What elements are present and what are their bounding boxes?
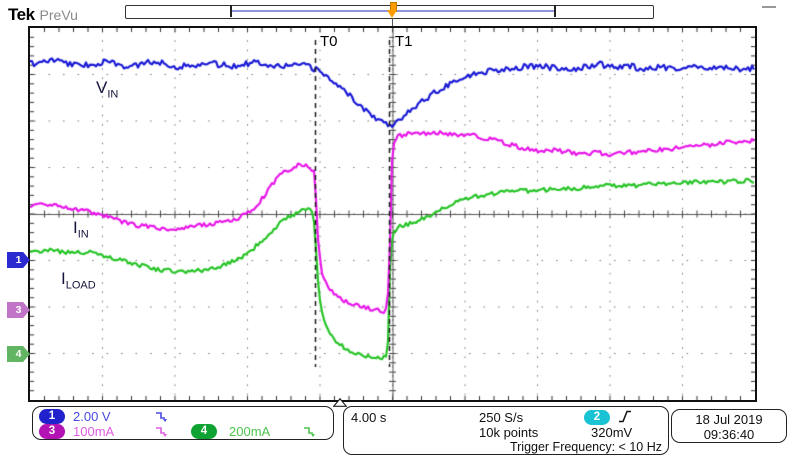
ch4-scale: 200mA bbox=[229, 424, 271, 439]
trigger-frequency: Trigger Frequency: < 10 Hz bbox=[509, 440, 662, 454]
ch1-badge: 1 bbox=[39, 409, 65, 424]
ch4-bandwidth-icon bbox=[304, 427, 315, 437]
ch1-bandwidth-icon bbox=[156, 412, 167, 422]
ch3-scale: 100mA bbox=[73, 424, 115, 439]
waveform-canvas bbox=[30, 28, 755, 400]
trigger-slope-icon bbox=[619, 410, 631, 423]
header: Tek PreVu bbox=[8, 5, 78, 25]
cursor-t0-label[interactable]: T0 bbox=[319, 33, 339, 50]
time-label: 09:36:40 bbox=[703, 427, 755, 442]
datetime-box: 18 Jul 2019 09:36:40 bbox=[671, 409, 787, 443]
record-length: 10k points bbox=[479, 425, 539, 440]
trigger-level: 320mV bbox=[591, 425, 633, 440]
ch3-bandwidth-icon bbox=[156, 427, 167, 437]
cursor-t1-label[interactable]: T1 bbox=[394, 33, 414, 50]
vin-trace-label: VIN bbox=[96, 78, 119, 101]
ch1-ground-marker: 1 bbox=[7, 252, 30, 268]
date-label: 18 Jul 2019 bbox=[695, 412, 763, 427]
horizontal-trigger-box: 4.00 s 250 S/s 2 320mV 10k points Trigge… bbox=[343, 406, 669, 455]
horizontal-marker-icon bbox=[333, 398, 347, 407]
iload-trace-label: ILOAD bbox=[61, 269, 96, 292]
iin-trace-label: IIN bbox=[73, 218, 89, 241]
trigger-position-icon[interactable] bbox=[387, 2, 398, 28]
corner-dash bbox=[762, 6, 776, 8]
horizontal-scale: 4.00 s bbox=[351, 410, 387, 425]
ch4-badge: 4 bbox=[191, 424, 217, 439]
trigger-source-badge: 2 bbox=[584, 410, 610, 425]
brand-logo: Tek bbox=[8, 5, 35, 24]
ch1-scale: 2.00 V bbox=[73, 409, 111, 424]
ch3-badge: 3 bbox=[39, 424, 65, 439]
ch3-ground-marker: 3 bbox=[7, 302, 30, 318]
channel-readouts-box: 1 2.00 V 3 100mA 4 200mA bbox=[32, 406, 334, 440]
ch4-ground-marker: 4 bbox=[7, 346, 30, 362]
sample-rate: 250 S/s bbox=[479, 410, 524, 425]
acquisition-mode-label: PreVu bbox=[39, 7, 78, 23]
graticule: T0 T1 VIN IIN ILOAD 1 3 4 bbox=[7, 26, 757, 402]
